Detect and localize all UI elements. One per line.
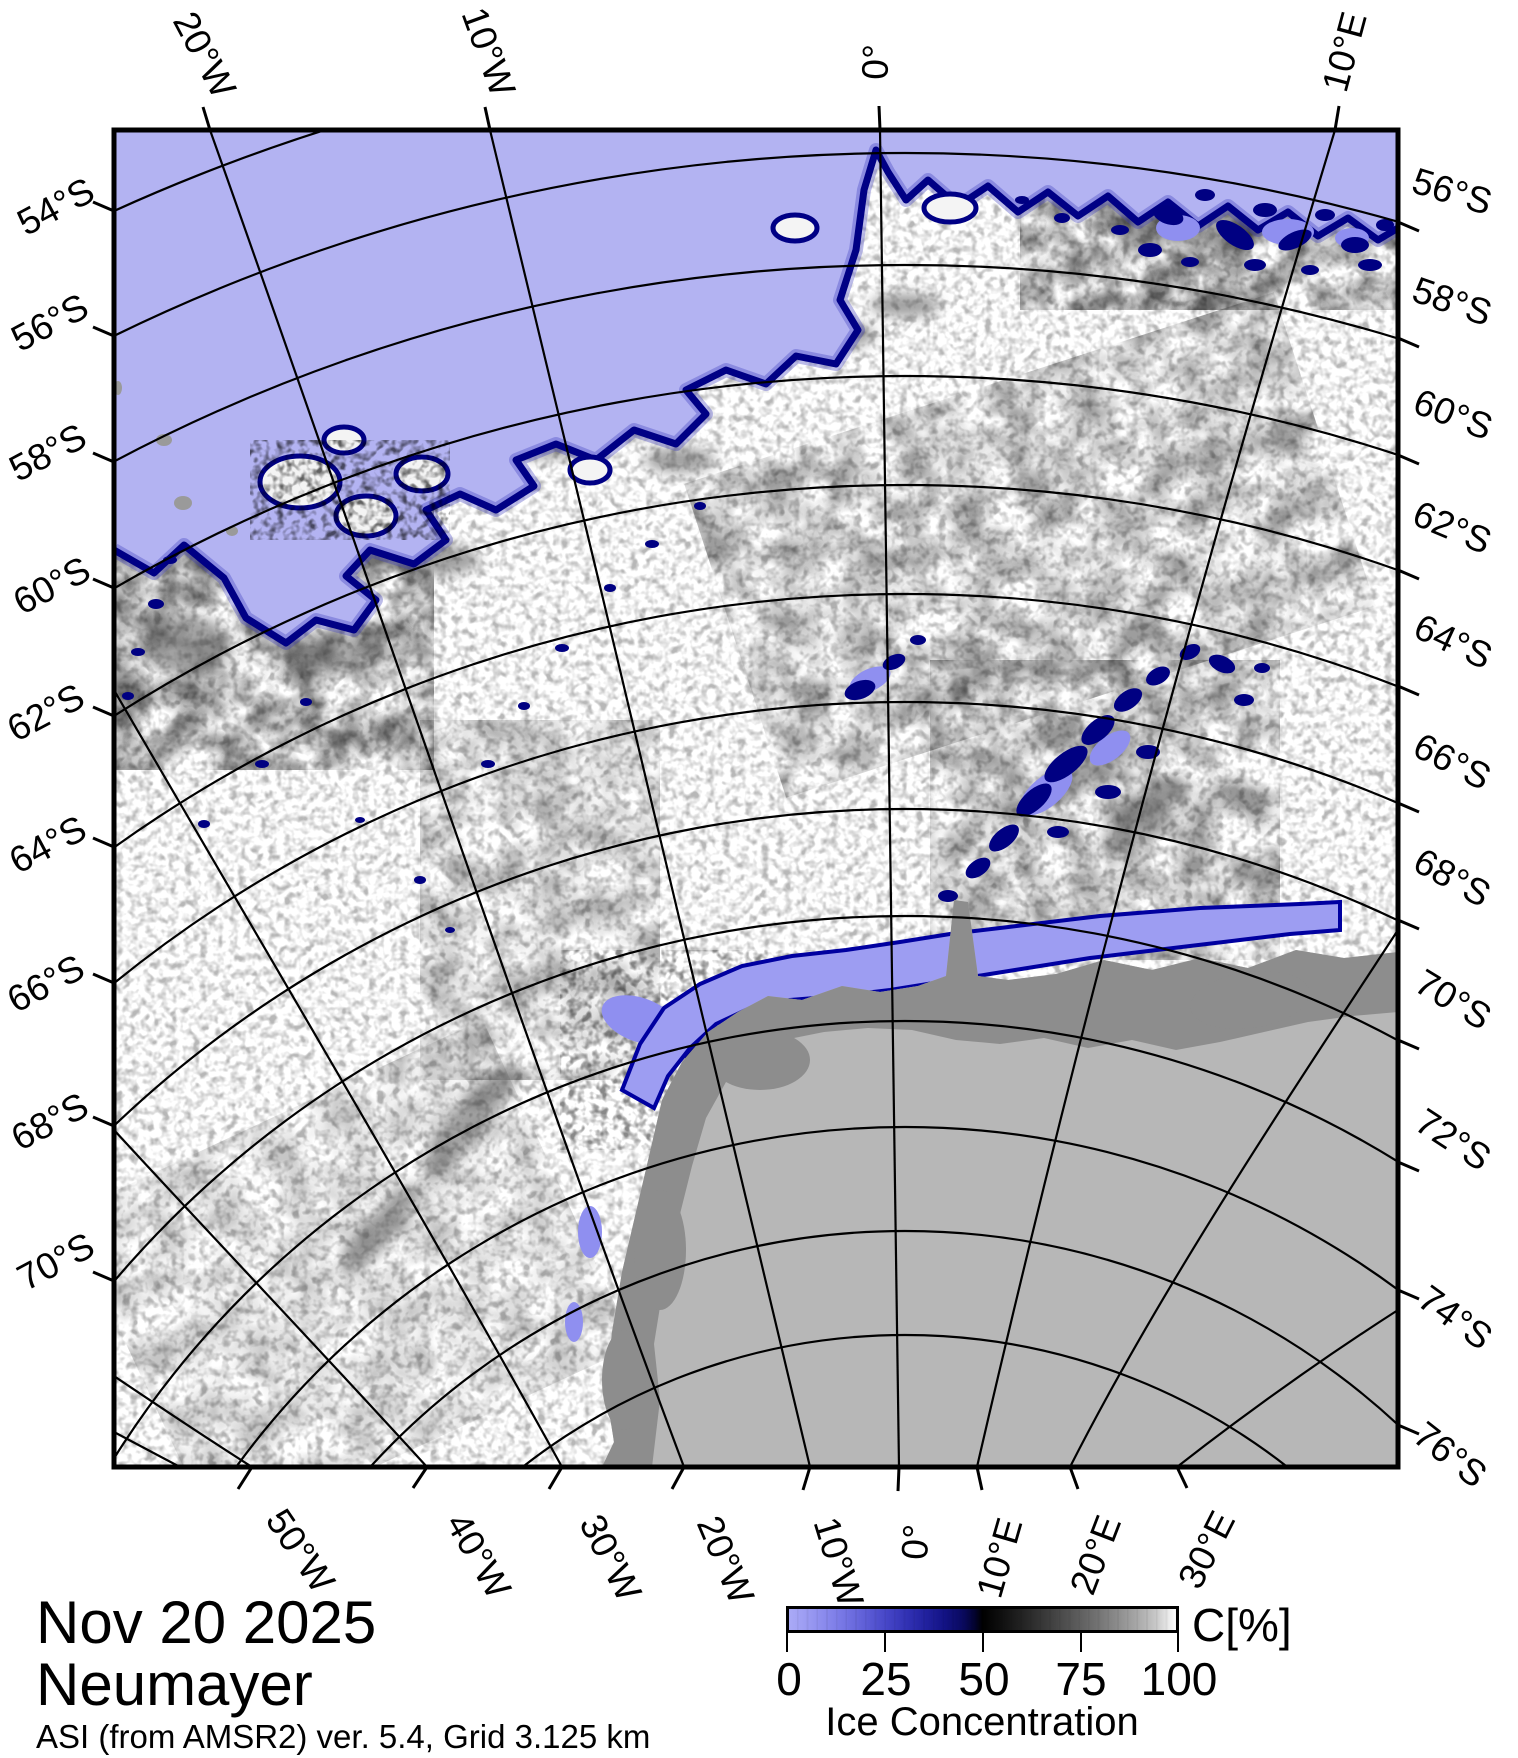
- colorbar-tick-50: [982, 1633, 984, 1652]
- colorbar-tick-25: [884, 1633, 886, 1652]
- axis-ticks: [92, 105, 1420, 1492]
- date-label: Nov 20 2025: [36, 1589, 377, 1656]
- graticule: [114, 130, 1398, 1467]
- lon-label-bottom-0: 0°: [893, 1522, 938, 1562]
- colorbar-unit-label: C[%]: [1192, 1599, 1292, 1651]
- islands: [114, 381, 238, 536]
- colorbar-ticklabel-25: 25: [860, 1653, 912, 1705]
- colorbar-tick-100: [1177, 1633, 1179, 1652]
- map-content: [114, 130, 1398, 1467]
- colorbar-axis-label: Ice Concentration: [825, 1700, 1139, 1744]
- colorbar-ticklabel-75: 75: [1055, 1653, 1107, 1705]
- colorbar-ticklabel-0: 0: [776, 1653, 802, 1705]
- map-frame: [111, 127, 1401, 1470]
- shelf-patches: [602, 971, 1310, 1430]
- colorbar-tick-0: [786, 1633, 788, 1652]
- colorbar: [786, 1606, 1179, 1633]
- colorbar-ticklabel-50: 50: [958, 1653, 1010, 1705]
- coastal-shelf: [602, 900, 1398, 1467]
- source-label: ASI (from AMSR2) ver. 5.4, Grid 3.125 km: [36, 1718, 651, 1755]
- station-label: Neumayer: [36, 1651, 313, 1718]
- lon-label-top-0: 0°: [854, 43, 897, 81]
- open-ocean: [114, 130, 1398, 643]
- colorbar-tick-75: [1080, 1633, 1082, 1652]
- colorbar-ticklabel-100: 100: [1140, 1653, 1218, 1705]
